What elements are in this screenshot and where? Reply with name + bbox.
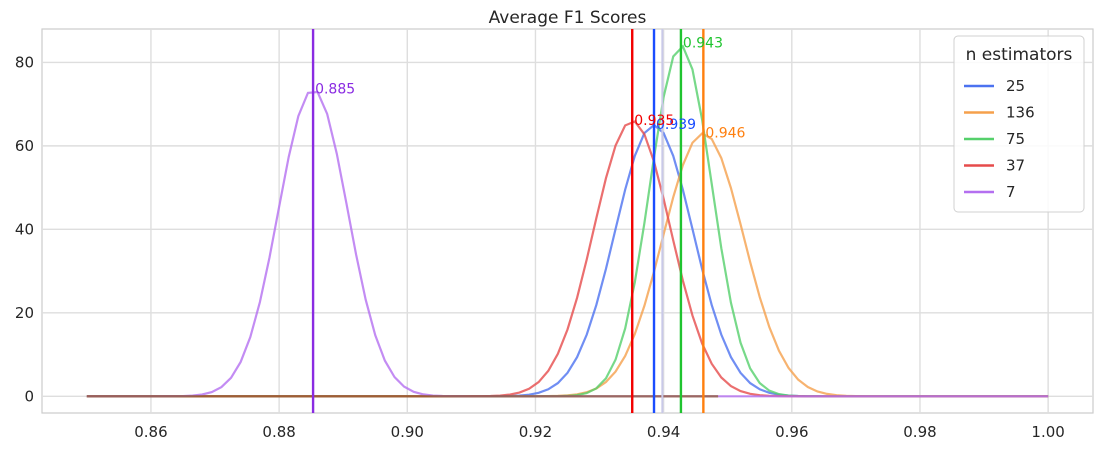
- peak-labels: 0.939 0.946 0.943 0.935 0.885: [315, 36, 745, 142]
- mean-lines: [311, 29, 705, 413]
- y-tick-label: 20: [15, 304, 34, 322]
- x-tick-label: 0.90: [391, 423, 424, 441]
- tick-labels: 0.86 0.88 0.90 0.92 0.94 0.96 0.98 1.00 0 20 40 60 8…: [15, 53, 1065, 441]
- x-tick-label: 1.00: [1031, 423, 1064, 441]
- plot-area: [41, 28, 1094, 414]
- x-tick-label: 0.94: [647, 423, 680, 441]
- legend-label-37: 37: [1006, 157, 1025, 175]
- x-tick-label: 0.86: [134, 423, 167, 441]
- peak-label-25: 0.939: [656, 117, 696, 133]
- x-tick-label: 0.96: [775, 423, 808, 441]
- y-tick-label: 60: [15, 137, 34, 155]
- legend-title: n estimators: [966, 45, 1073, 65]
- peak-label-7: 0.885: [315, 82, 355, 98]
- peak-label-75: 0.943: [683, 36, 723, 52]
- x-tick-label: 0.98: [903, 423, 936, 441]
- legend-label-25: 25: [1006, 77, 1025, 95]
- legend-label-75: 75: [1006, 130, 1025, 148]
- x-tick-label: 0.88: [262, 423, 295, 441]
- peak-label-37: 0.935: [634, 113, 674, 129]
- legend-label-7: 7: [1006, 183, 1016, 201]
- chart-title: Average F1 Scores: [489, 8, 647, 28]
- legend-box: [953, 35, 1085, 213]
- y-tick-label: 40: [15, 220, 34, 238]
- series-layer: [86, 44, 1049, 398]
- plot-frame: [41, 28, 1094, 414]
- legend: n estimators 25 136 75 37 7: [953, 35, 1085, 213]
- y-tick-label: 80: [15, 53, 34, 71]
- peak-label-136: 0.946: [705, 125, 745, 141]
- legend-label-136: 136: [1006, 104, 1035, 122]
- y-tick-label: 0: [24, 387, 34, 405]
- x-tick-label: 0.92: [519, 423, 552, 441]
